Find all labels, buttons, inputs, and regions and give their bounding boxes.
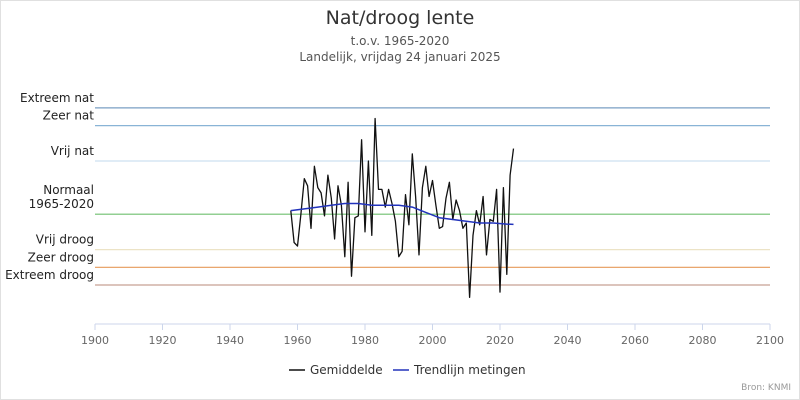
x-tick-label-1900: 1900	[81, 334, 109, 347]
chart-title: Nat/droog lente	[325, 7, 475, 29]
series-gemiddelde-line	[290, 117, 515, 299]
x-tick-label-1940: 1940	[216, 334, 244, 347]
x-tick-label-2080: 2080	[689, 334, 717, 347]
x-tick-label-2040: 2040	[554, 334, 582, 347]
legend-label-series-gemiddelde: Gemiddelde	[310, 363, 383, 377]
legend-label-series-trendlijn: Trendlijn metingen	[413, 363, 526, 377]
level-label-extreem-droog: Extreem droog	[5, 268, 94, 282]
level-label-zeer-droog: Zeer droog	[28, 250, 94, 264]
chart-subtitle-region-date: Landelijk, vrijdag 24 januari 2025	[299, 50, 501, 64]
level-label-vrij-droog: Vrij droog	[36, 233, 94, 247]
x-tick-label-2060: 2060	[621, 334, 649, 347]
source-credit[interactable]: Bron: KNMI	[741, 383, 791, 393]
level-label-zeer-nat: Zeer nat	[43, 109, 95, 123]
level-label-extreem-nat: Extreem nat	[20, 91, 94, 105]
x-tick-label-1920: 1920	[149, 334, 177, 347]
x-tick-label-1980: 1980	[351, 334, 379, 347]
x-tick-label-1960: 1960	[284, 334, 312, 347]
chart-subtitle-period: t.o.v. 1965-2020	[350, 34, 450, 48]
x-tick-label-2000: 2000	[419, 334, 447, 347]
x-tick-label-2020: 2020	[486, 334, 514, 347]
level-label-vrij-nat: Vrij nat	[51, 144, 95, 158]
series-trendlijn-line	[290, 202, 514, 226]
x-tick-label-2100: 2100	[756, 334, 784, 347]
level-label-normaal: Normaal 1965-2020	[29, 183, 94, 211]
